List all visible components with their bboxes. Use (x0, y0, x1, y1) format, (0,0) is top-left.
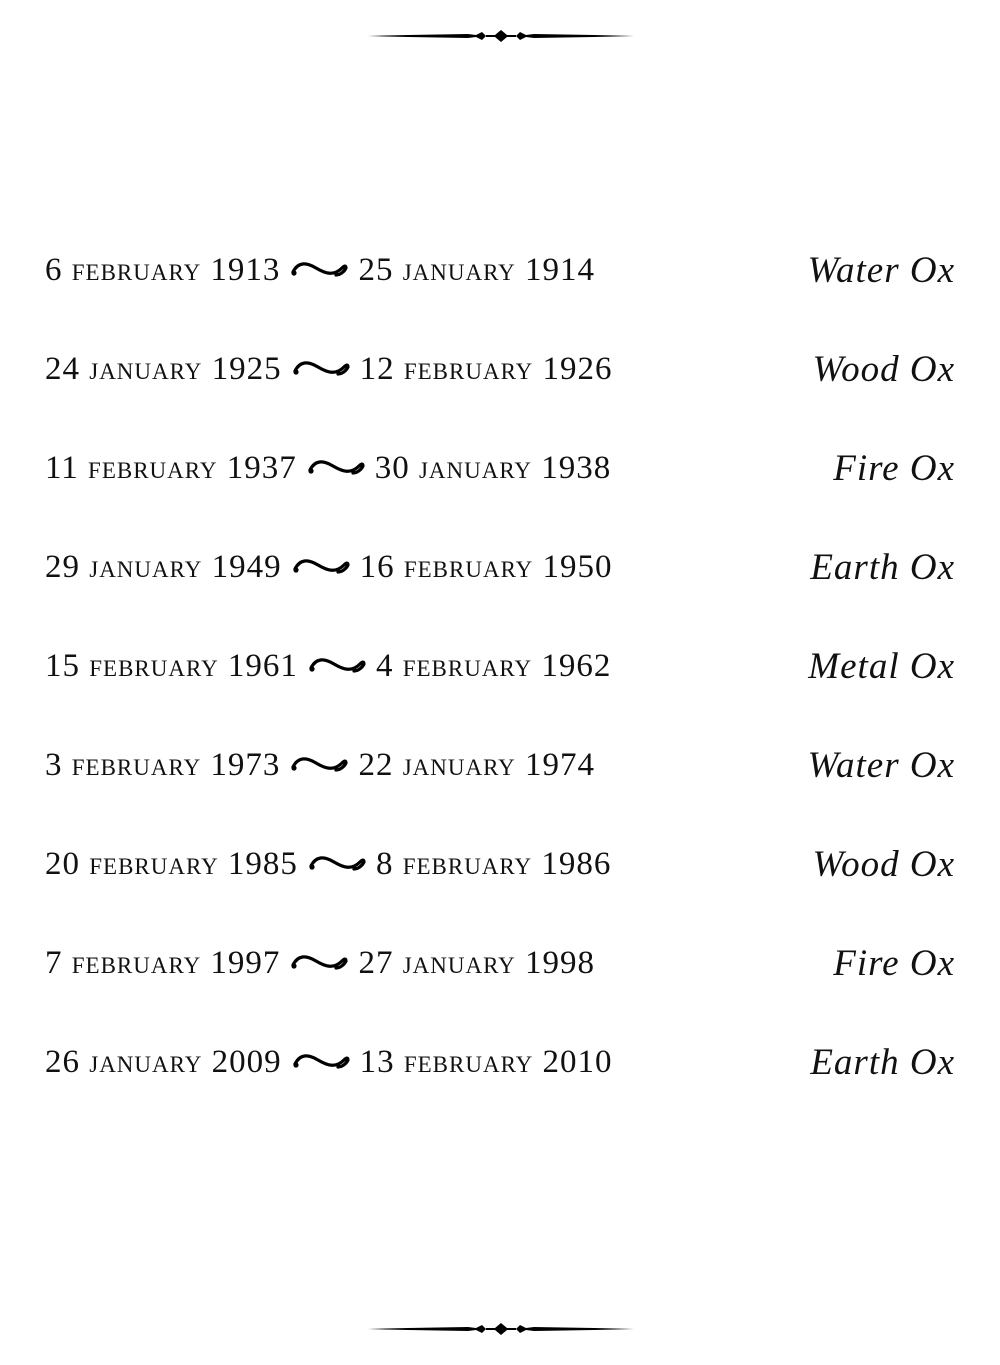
date-range-row: 3 february 1973 22 january 1974 Water Ox (45, 740, 955, 790)
ornament-divider-icon (368, 1323, 634, 1335)
date-range: 6 february 1913 25 january 1914 (45, 252, 595, 289)
date-range: 26 january 2009 13 february 2010 (45, 1044, 613, 1081)
start-date: 26 january 2009 (45, 1043, 282, 1080)
end-date: 8 february 1986 (375, 845, 612, 882)
zodiac-sign: Metal Ox (808, 645, 955, 687)
zodiac-sign: Wood Ox (812, 348, 955, 390)
date-range: 3 february 1973 22 january 1974 (45, 747, 595, 784)
tilde-icon (309, 856, 366, 871)
zodiac-sign: Earth Ox (810, 546, 955, 588)
tilde-icon (292, 559, 350, 574)
start-date: 3 february 1973 (45, 746, 281, 783)
start-date: 6 february 1913 (45, 251, 281, 288)
date-range-row: 15 february 1961 4 february 1962 Metal Ox (45, 641, 955, 691)
date-range: 15 february 1961 4 february 1962 (45, 648, 611, 685)
zodiac-sign: Wood Ox (812, 843, 955, 885)
date-range: 7 february 1997 27 january 1998 (45, 945, 595, 982)
date-range-row: 24 january 1925 12 february 1926 Wood Ox (45, 344, 955, 394)
end-date: 13 february 2010 (359, 1043, 613, 1080)
end-date: 4 february 1962 (375, 647, 612, 684)
tilde-icon (292, 1054, 350, 1069)
date-range-row: 6 february 1913 25 january 1914 Water Ox (45, 245, 955, 295)
zodiac-sign: Water Ox (807, 744, 955, 786)
date-range-row: 11 february 1937 30 january 1938 Fire Ox (45, 443, 955, 493)
date-range-row: 7 february 1997 27 january 1998 Fire Ox (45, 938, 955, 988)
date-range-row: 29 january 1949 16 february 1950 Earth Ox (45, 542, 955, 592)
zodiac-sign: Fire Ox (833, 942, 955, 984)
tilde-icon (308, 460, 365, 475)
end-date: 30 january 1938 (374, 449, 612, 486)
start-date: 7 february 1997 (45, 944, 281, 981)
start-date: 20 february 1985 (45, 845, 298, 882)
date-range: 24 january 1925 12 february 1926 (45, 351, 613, 388)
end-date: 16 february 1950 (359, 548, 613, 585)
end-date: 22 january 1974 (358, 746, 596, 783)
end-date: 12 february 1926 (359, 350, 613, 387)
date-range: 20 february 1985 8 february 1986 (45, 846, 611, 883)
start-date: 29 january 1949 (45, 548, 282, 585)
tilde-icon (291, 757, 349, 772)
date-range-row: 20 february 1985 8 february 1986 Wood Ox (45, 839, 955, 889)
zodiac-sign: Water Ox (807, 249, 955, 291)
tilde-icon (309, 658, 366, 673)
tilde-icon (292, 361, 350, 376)
start-date: 24 january 1925 (45, 350, 282, 387)
zodiac-sign: Fire Ox (833, 447, 955, 489)
tilde-icon (291, 955, 349, 970)
start-date: 15 february 1961 (45, 647, 298, 684)
start-date: 11 february 1937 (45, 449, 297, 486)
date-range: 11 february 1937 30 january 1938 (45, 450, 611, 487)
zodiac-sign: Earth Ox (810, 1041, 955, 1083)
ornament-divider-icon (368, 30, 634, 42)
end-date: 25 january 1914 (358, 251, 596, 288)
date-range: 29 january 1949 16 february 1950 (45, 549, 613, 586)
date-range-row: 26 january 2009 13 february 2010 Earth Ox (45, 1037, 955, 1087)
end-date: 27 january 1998 (358, 944, 596, 981)
tilde-icon (291, 262, 349, 277)
